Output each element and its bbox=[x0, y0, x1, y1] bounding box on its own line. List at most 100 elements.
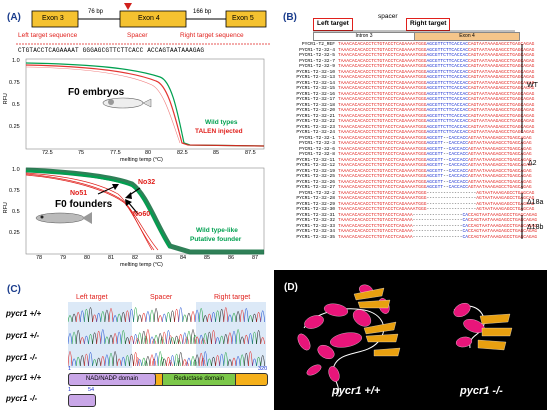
chromatogram-peak bbox=[260, 355, 265, 367]
chromatogram-peak bbox=[133, 307, 138, 323]
alignment-row-label: PYCR1-T2-32-7 bbox=[299, 58, 335, 64]
talen-curves bbox=[25, 64, 265, 147]
alignment-row-label: PYCR1-T2-32-34 bbox=[296, 229, 335, 234]
wt-structure-label: pycr1 +/+ bbox=[332, 385, 381, 397]
chromatogram-peak bbox=[143, 360, 149, 367]
alignment-row-label: PYCR1-T2-32-30 bbox=[296, 207, 335, 212]
chromatogram-peak bbox=[125, 355, 130, 367]
alignment-row-sequence: TAAACACACACCTCTGTACCTCAGAAAATGGGAGCGTT--… bbox=[338, 152, 532, 157]
chromatogram-peak bbox=[256, 356, 261, 367]
chromatogram-peak bbox=[80, 337, 85, 345]
chromatogram-peak bbox=[143, 335, 149, 345]
chromatogram-peak bbox=[192, 359, 198, 367]
arrow-no60-icon bbox=[125, 199, 132, 206]
chromatogram-peak bbox=[166, 312, 171, 323]
chromatogram-peak bbox=[121, 356, 126, 367]
chromatogram-peak bbox=[96, 330, 101, 345]
alignment-row: PYCR1-T2-32-5 TAAACACACACCTCTGTACCTCAGAAA… bbox=[279, 52, 534, 59]
group-brackets bbox=[521, 44, 523, 239]
wt-structure-image bbox=[297, 284, 401, 397]
chromatogram-peak bbox=[151, 358, 157, 367]
chromatogram-peak bbox=[159, 337, 165, 345]
alignment-row-sequence: TAAACACACACCTCTGTACCTCAGAAAATGGGAGCGTTCT… bbox=[338, 58, 535, 64]
exon-3-label: Exon 3 bbox=[42, 15, 64, 22]
chromatogram-peak bbox=[116, 313, 122, 323]
plot2-ytick-1: 1.0 bbox=[12, 167, 20, 173]
plot1-xtick-5: 82.5 bbox=[177, 150, 188, 156]
chromatogram-peak bbox=[174, 353, 179, 367]
alignment-row-label: PYCR1-T2-32-4 bbox=[299, 47, 335, 53]
panel-b: (B) Left target spacer Right target Intr… bbox=[275, 0, 550, 260]
plot1-xtick-2: 75 bbox=[78, 150, 85, 156]
alignment-row-label: PYCR1-T2-32-27 bbox=[296, 185, 335, 190]
alignment-row-label: PYCR1-T2-32-14 bbox=[296, 80, 335, 86]
chromatogram-peak bbox=[239, 354, 245, 367]
alignment-row: PYCR1-T2-32-14 TAAACACACACCTCTGTACCTCAGAA… bbox=[279, 80, 534, 87]
chromatogram-peak bbox=[92, 359, 97, 367]
chromatogram-peak bbox=[176, 358, 181, 367]
chromatogram-peak bbox=[198, 308, 204, 323]
chromatogram-peak bbox=[80, 355, 85, 367]
chromatogram-peak bbox=[203, 351, 208, 367]
chromatogram-peak bbox=[112, 315, 118, 323]
alignment-row-sequence: TAAACACACACCTCTGTACCTCAGAAAATGGGAGCGTTCT… bbox=[338, 69, 535, 75]
chromatogram-peak bbox=[248, 333, 253, 345]
chromatogram-peak bbox=[71, 358, 77, 367]
chromatogram-header-left: Left target bbox=[76, 294, 108, 301]
founder-fish-image bbox=[35, 212, 92, 224]
chromatogram-header-right: Right target bbox=[214, 294, 251, 301]
alignment-row: PYCR1-T2-32-23 TAAACACACACCTCTGTACCTCAGAA… bbox=[279, 124, 534, 131]
plot1-ylabel: RFU bbox=[2, 93, 9, 105]
genotype-label-mut: pycr1 -/- bbox=[6, 353, 38, 362]
chromatogram-peak bbox=[256, 312, 261, 323]
chromatogram-peak bbox=[219, 353, 224, 367]
chromatogram-peak bbox=[192, 334, 198, 345]
chromatogram-peak bbox=[71, 331, 77, 345]
alignment-row: PYCR1-T2-32-15 TAAACACACACCTCTGTACCTCAGAA… bbox=[279, 85, 534, 92]
intron-3-size: 76 bp bbox=[88, 9, 104, 15]
alignment-row: PYCR1-T2-32-19 TAAACACACACCTCTGTACCTCAGAA… bbox=[279, 168, 531, 175]
chromatogram-peak bbox=[84, 308, 89, 323]
chromatogram-peak bbox=[260, 337, 265, 345]
chromatogram-peak bbox=[159, 356, 165, 367]
chromatogram-peak bbox=[260, 310, 265, 323]
chromatogram-peak bbox=[207, 331, 212, 345]
chromatogram-peak bbox=[186, 312, 192, 323]
chromatogram-peak bbox=[153, 352, 159, 367]
panel-d: (D) bbox=[274, 270, 547, 410]
chromatogram-peak bbox=[71, 313, 77, 323]
chromatogram-peak bbox=[137, 332, 142, 345]
alignment-row-label: PYCR1-T2-32-29 bbox=[296, 201, 335, 207]
plot1-xlabel: melting temp (°C) bbox=[120, 157, 163, 163]
chromatogram-peak bbox=[157, 315, 163, 323]
plot2-xtick-1: 78 bbox=[36, 255, 43, 261]
alignment-row: PYCR1-T2-32-18 TAAACACACACCTCTGTACCTCAGAA… bbox=[279, 102, 534, 109]
alignment-row: PYCR1-T2-32-34 TAAACACACACCTCTGTACCTCAGAA… bbox=[279, 228, 537, 235]
alignment-row-sequence: TAAACACACACCTCTGTACCTCAGAAAATGGGAGCGTTCT… bbox=[338, 124, 535, 130]
chromatogram-peak bbox=[200, 357, 206, 367]
arrow-no32-icon bbox=[125, 192, 132, 199]
annotation-no32: No32 bbox=[138, 179, 156, 186]
alignment-row-label: PYCR1-T2-32-6 bbox=[299, 146, 335, 152]
chromatogram-peak bbox=[194, 354, 200, 367]
alignment-row-label: PYCR1-T2-32-25 bbox=[296, 174, 335, 179]
plot1-title: F0 embryos bbox=[68, 87, 125, 98]
chromatogram-peak bbox=[129, 308, 134, 323]
chromatogram-peak bbox=[141, 330, 147, 345]
chromatogram-peak bbox=[223, 334, 229, 345]
alignment-row: PYCR1-T2-32-27 TAAACACACACCTCTGTACCTCAGAA… bbox=[279, 184, 531, 191]
alignment-row: PYCR1-T2_REF TAAACACACACCTCTGTACCTCAGAAAA… bbox=[279, 41, 534, 48]
alignment-row-sequence: TAAACACACACCTCTGTACCTCAGAAAATGGGAGCGTTCT… bbox=[338, 64, 535, 69]
chromatogram-peak bbox=[182, 314, 188, 323]
chromatogram-peak bbox=[68, 351, 73, 367]
plot1-xtick-3: 77.5 bbox=[110, 150, 121, 156]
alignment-row-sequence: TAAACACACACCTCTGTACCTCAGAAAATGGGAGCGTTCT… bbox=[338, 47, 535, 53]
chromatogram-peak bbox=[162, 313, 167, 323]
alignment-row-label: PYCR1-T2-32-10 bbox=[296, 69, 335, 75]
chromatogram-peak bbox=[252, 313, 257, 323]
alignment-row-sequence: TAAACACACACCTCTGTACCTCAGAAAATGGGAGCGTT--… bbox=[338, 174, 532, 179]
plot2-xlabel: melting temp (°C) bbox=[120, 262, 163, 268]
alignment-row-sequence: TAAACACACACCTCTGTACCTCAGAAAATGGGAGCGTTCT… bbox=[338, 80, 535, 86]
chromatogram-peak bbox=[184, 336, 190, 345]
chromatogram-peak bbox=[182, 359, 188, 367]
